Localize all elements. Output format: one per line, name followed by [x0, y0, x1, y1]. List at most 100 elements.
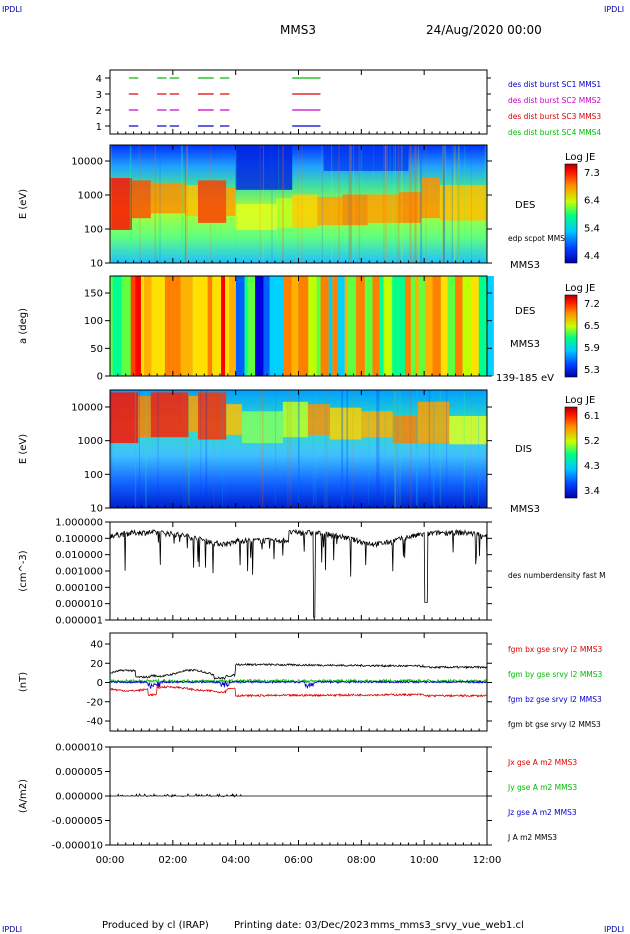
dis-energy-streak [399, 390, 401, 508]
dis-energy-streak [325, 390, 327, 508]
des-pitch-stripe [328, 276, 333, 376]
dis-energy-flux-region [197, 392, 227, 440]
bx-series-line [109, 685, 488, 698]
dis-energy-flux-region [282, 401, 308, 438]
des-energy-streak [400, 145, 403, 263]
des-pitch-stripe [478, 276, 487, 376]
des-energy-label: DES [515, 200, 535, 211]
bfield-tick-label: 20 [90, 659, 103, 670]
dis-energy-streak [432, 390, 435, 508]
des-energy-streak [384, 145, 387, 263]
des-pitch-stripe [338, 276, 345, 376]
x-tick-label: 12:00 [473, 855, 502, 866]
dis-energy-streak [213, 390, 215, 508]
panel-current-density: 0.000010 0.000005 0.000000 -0.000005 -0.0000… [18, 743, 577, 852]
des-energy-colorbar-tick: 7.3 [584, 168, 600, 179]
des-energy-streak [394, 145, 396, 263]
dis-energy-streak [188, 390, 190, 508]
current-ylabel: (A/m2) [18, 779, 29, 813]
dis-energy-colorbar-tick: 5.2 [584, 436, 600, 447]
des-pitch-stripe [418, 276, 425, 376]
current-legend-entry: J A m2 MMS3 [507, 833, 557, 842]
dis-energy-flux-region [150, 392, 189, 438]
des-energy-streak [358, 145, 360, 263]
dis-energy-tick-label: 10000 [71, 403, 103, 414]
dis-energy-streak [205, 390, 208, 508]
des-energy-streak [443, 145, 446, 263]
x-tick-label: 00:00 [96, 855, 125, 866]
dis-energy-flux-region [241, 411, 283, 444]
header-mission: MMS3 [280, 23, 316, 37]
des-energy-streak [453, 145, 456, 263]
bfield-tick-label: -40 [87, 717, 103, 728]
header-date: 24/Aug/2020 00:00 [426, 23, 542, 37]
bfield-tick-label: 0 [97, 678, 103, 689]
dis-energy-streak [291, 390, 293, 508]
current-tick-label: 0.000005 [55, 767, 103, 778]
dis-energy-streak [433, 390, 435, 508]
des-pitch-stripe [332, 276, 334, 376]
dis-energy-streak [416, 390, 418, 508]
dis-energy-streak [188, 390, 190, 508]
dis-energy-streak [287, 390, 289, 508]
dis-energy-streak [200, 390, 202, 508]
des-energy-flux-region [317, 196, 343, 226]
density-legend: des numberdensity fast M [508, 571, 606, 580]
des-pitch-stripe [151, 276, 157, 376]
des-energy-streak [350, 145, 352, 263]
des-energy-streak [458, 145, 460, 263]
dis-energy-streak [394, 390, 396, 508]
des-energy-tick-label: 100 [84, 225, 103, 236]
des-energy-streak [457, 145, 460, 263]
des-energy-streak [387, 145, 388, 263]
dis-energy-colorbar [564, 406, 578, 499]
des-pitch-colorbar-tick: 7.2 [584, 299, 600, 310]
des-pitch-tick-label: 150 [84, 289, 103, 300]
dis-energy-colorbar-tick: 6.1 [584, 411, 600, 422]
dis-energy-streak [409, 390, 412, 508]
density-series-line [109, 528, 488, 618]
density-tick-label: 0.000100 [55, 583, 103, 594]
des-energy-flux-region [367, 194, 400, 223]
dis-energy-streak [470, 390, 472, 508]
dis-energy-streak [396, 390, 399, 508]
des-pitch-colorbar-tick: 5.3 [584, 365, 600, 376]
des-energy-streak [420, 145, 423, 263]
des-energy-flux-region [421, 178, 440, 219]
current-legend-entry: Jy gse A m2 MMS3 [507, 783, 577, 792]
dis-energy-streak [185, 390, 187, 508]
dis-energy-streak [134, 390, 137, 508]
des-energy-streak [282, 145, 284, 263]
des-energy-streak [442, 145, 444, 263]
bfield-legend-entry: fgm bx gse srvy l2 MMS3 [508, 645, 603, 654]
des-energy-flux-region [399, 192, 422, 223]
panel-magnetic-field: 40 20 0 -20 -40 (nT) fgm bx gse srvy l2 MMS3… [18, 632, 603, 732]
des-energy-colorbar-tick: 4.4 [584, 251, 600, 262]
des-pitch-stripe [199, 276, 208, 376]
dis-energy-streak [312, 390, 315, 508]
current-tick-label: 0.000010 [55, 743, 103, 754]
des-pitch-stripe [358, 276, 365, 376]
des-energy-flux-region [131, 180, 151, 219]
des-pitch-stripe [244, 276, 248, 376]
des-pitch-stripe [164, 276, 172, 376]
des-energy-streak [389, 145, 391, 263]
des-pitch-label: DES [515, 306, 535, 317]
dis-energy-streak [157, 390, 160, 508]
des-pitch-colorbar-title: Log JE [565, 283, 595, 294]
des-pitch-stripe [291, 276, 299, 376]
des-energy-streak [259, 145, 261, 263]
dis-energy-tick-label: 1000 [78, 436, 103, 447]
density-frame [109, 521, 488, 621]
dis-energy-flux-region [307, 404, 330, 435]
des-pitch-sublabel: MMS3 [510, 339, 540, 350]
des-energy-streak [321, 145, 323, 263]
des-energy-streak [396, 145, 398, 263]
des-energy-tick-label: 10 [90, 259, 103, 270]
dis-energy-streak [346, 390, 349, 508]
dis-energy-streak [394, 390, 397, 508]
dis-energy-colorbar-title: Log JE [565, 395, 595, 406]
dis-energy-streak [145, 390, 147, 508]
des-energy-tick-label: 1000 [78, 191, 103, 202]
des-pitch-stripe [110, 276, 113, 376]
